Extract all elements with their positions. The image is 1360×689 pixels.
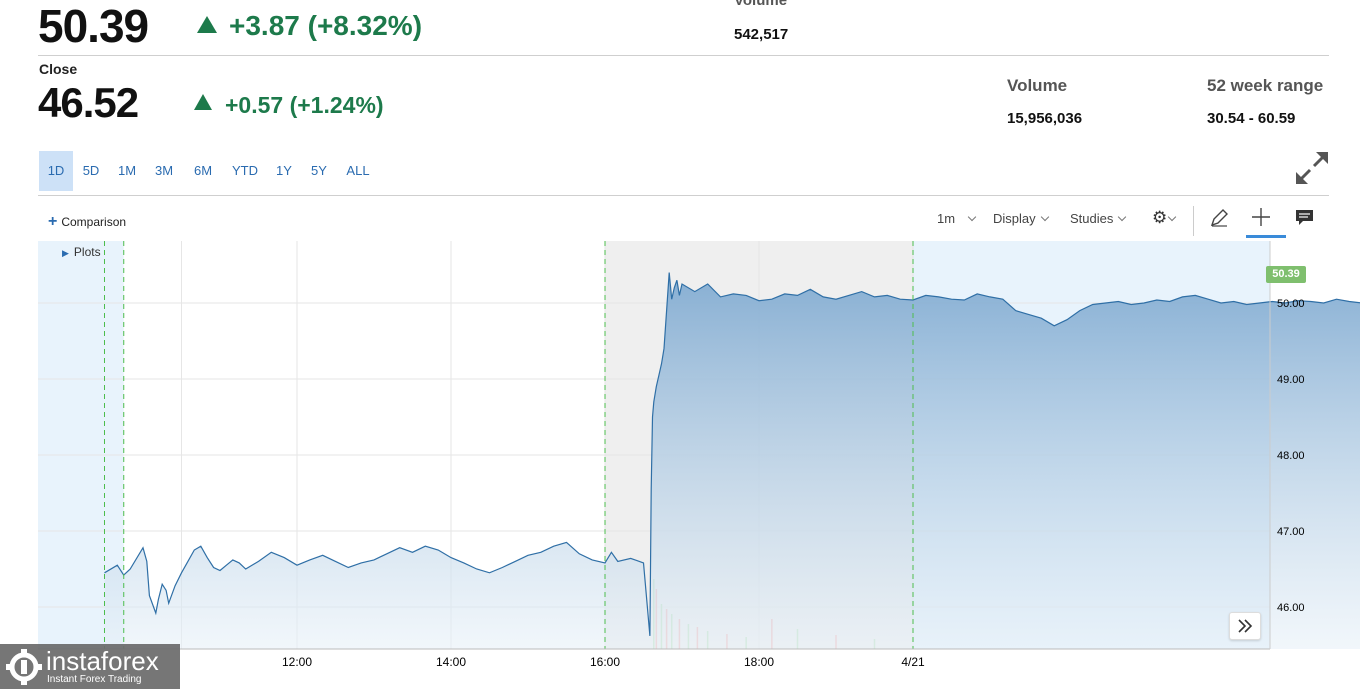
y-tick-label: 50.00 [1277,298,1305,310]
x-tick-label: 4/21 [901,655,925,669]
interval-label: 1m [937,211,956,226]
logo-tagline-text: Instant Forex Trading [47,674,142,685]
price-tag: 50.39 [1266,266,1306,283]
gear-icon: ⚙ [1152,208,1168,227]
divider [38,55,1329,56]
range-1m-button[interactable]: 1M [117,163,137,178]
range-1d-button[interactable]: 1D [39,151,73,191]
plots-label: Plots [73,245,101,259]
display-dropdown[interactable]: Display [993,211,1049,226]
scroll-to-end-button[interactable] [1229,612,1261,640]
comparison-label: Comparison [61,215,127,229]
crosshair-icon[interactable] [1246,202,1286,238]
y-tick-label: 46.00 [1277,602,1305,614]
range-label: 52 week range [1207,76,1324,95]
last-price: 50.39 [38,0,149,52]
settings-dropdown[interactable]: ⚙ [1152,208,1177,228]
display-label: Display [993,211,1036,226]
interval-dropdown[interactable]: 1m [937,211,977,226]
range-value: 30.54 - 60.59 [1207,110,1296,127]
up-triangle-icon [197,16,217,33]
studies-dropdown[interactable]: Studies [1070,211,1127,226]
range-5y-button[interactable]: 5Y [311,163,327,178]
comparison-button[interactable]: + Comparison [48,213,126,231]
up-triangle-icon [194,94,212,110]
comment-icon[interactable] [1295,209,1315,232]
range-1y-button[interactable]: 1Y [276,163,292,178]
close-change: +0.57 (+1.24%) [225,92,384,118]
price-tag-label: 50.39 [1272,268,1300,280]
price-line [104,272,1360,636]
plots-toggle[interactable]: ▶ Plots [62,245,101,259]
close-volume-label: Volume [1007,76,1068,95]
x-tick-label: 14:00 [436,655,466,669]
instaforex-logo: instaforex Instant Forex Trading [0,644,180,689]
pencil-icon[interactable] [1209,208,1229,233]
range-5d-button[interactable]: 5D [82,163,100,178]
logo-brand-text: instaforex [46,646,159,676]
close-price: 46.52 [38,79,139,126]
range-3m-button[interactable]: 3M [154,163,174,178]
range-6m-button[interactable]: 6M [193,163,213,178]
x-tick-label: 12:00 [282,655,312,669]
range-ytd-button[interactable]: YTD [232,163,258,178]
x-tick-label: 16:00 [590,655,620,669]
expand-icon[interactable] [1294,150,1330,186]
volume-label: Volume [734,0,788,9]
volume-value: 542,517 [734,26,789,43]
divider [38,195,1329,196]
toolbar-separator [1193,206,1194,236]
price-area [104,272,1360,649]
y-tick-label: 47.00 [1277,526,1305,538]
studies-label: Studies [1070,211,1114,226]
double-chevron-right-icon [1238,619,1253,633]
plus-icon: + [48,213,58,230]
y-tick-label: 49.00 [1277,374,1305,386]
close-volume-value: 15,956,036 [1007,110,1083,127]
triangle-right-icon: ▶ [62,248,69,258]
gear-logo-icon [6,649,42,685]
y-tick-label: 48.00 [1277,450,1305,462]
last-change: +3.87 (+8.32%) [229,10,423,41]
range-all-button[interactable]: ALL [346,163,370,178]
x-tick-label: 18:00 [744,655,774,669]
close-label: Close [39,61,78,77]
